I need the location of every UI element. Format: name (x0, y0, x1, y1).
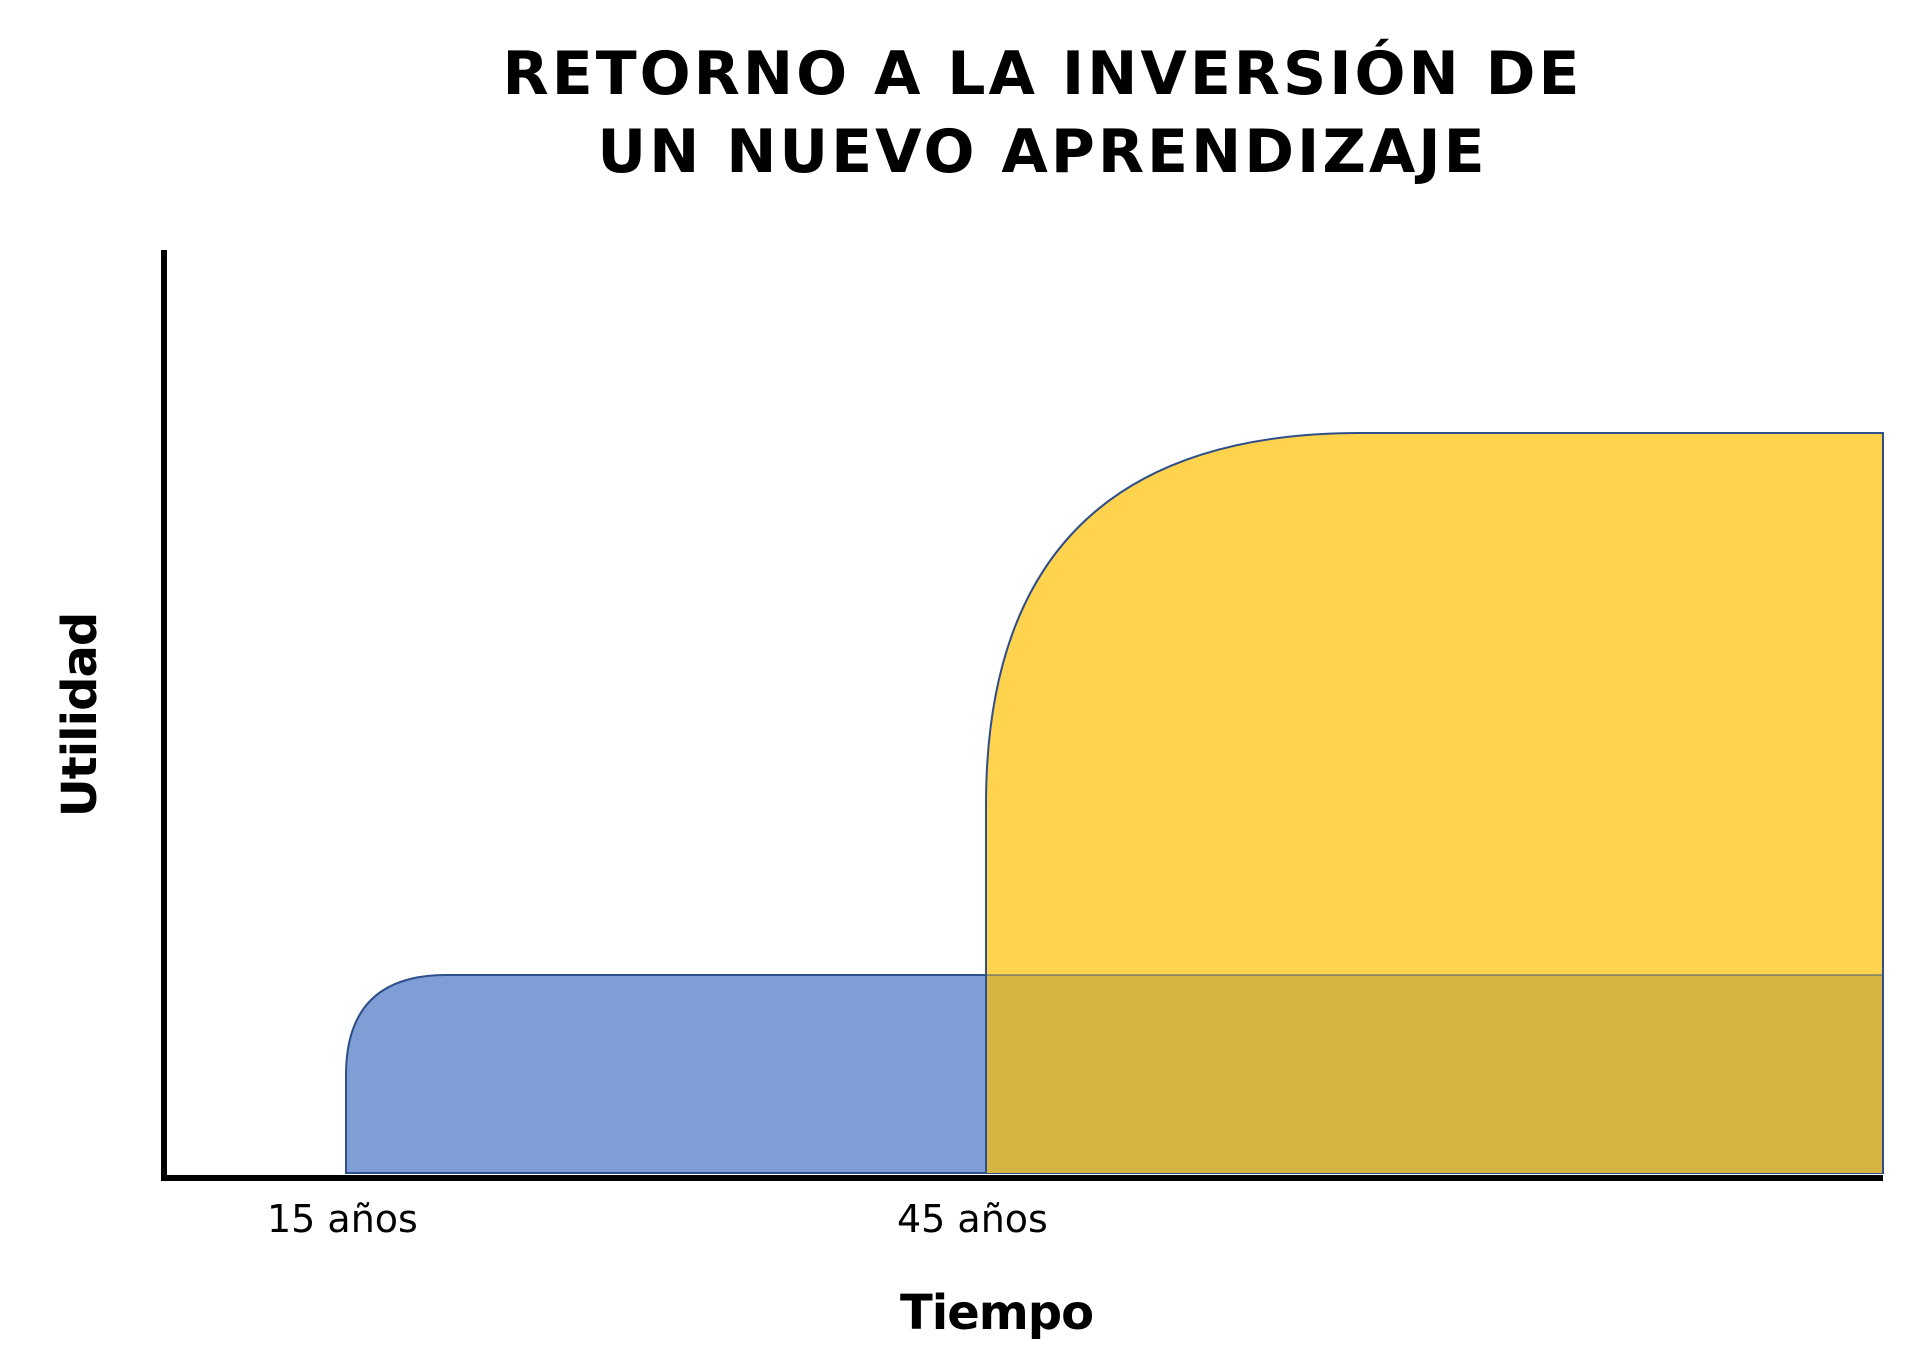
title-line-1: RETORNO A LA INVERSIÓN DE (502, 39, 1583, 109)
overlap-area (986, 975, 1883, 1173)
x-tick-15-anos: 15 años (267, 1197, 418, 1241)
x-tick-45-anos: 45 años (897, 1197, 1048, 1241)
first-learning-area (345, 974, 987, 1174)
y-axis-label: Utilidad (52, 612, 108, 818)
title-line-2: UN NUEVO APRENDIZAJE (597, 117, 1488, 187)
x-axis-label: Tiempo (900, 1285, 1094, 1341)
